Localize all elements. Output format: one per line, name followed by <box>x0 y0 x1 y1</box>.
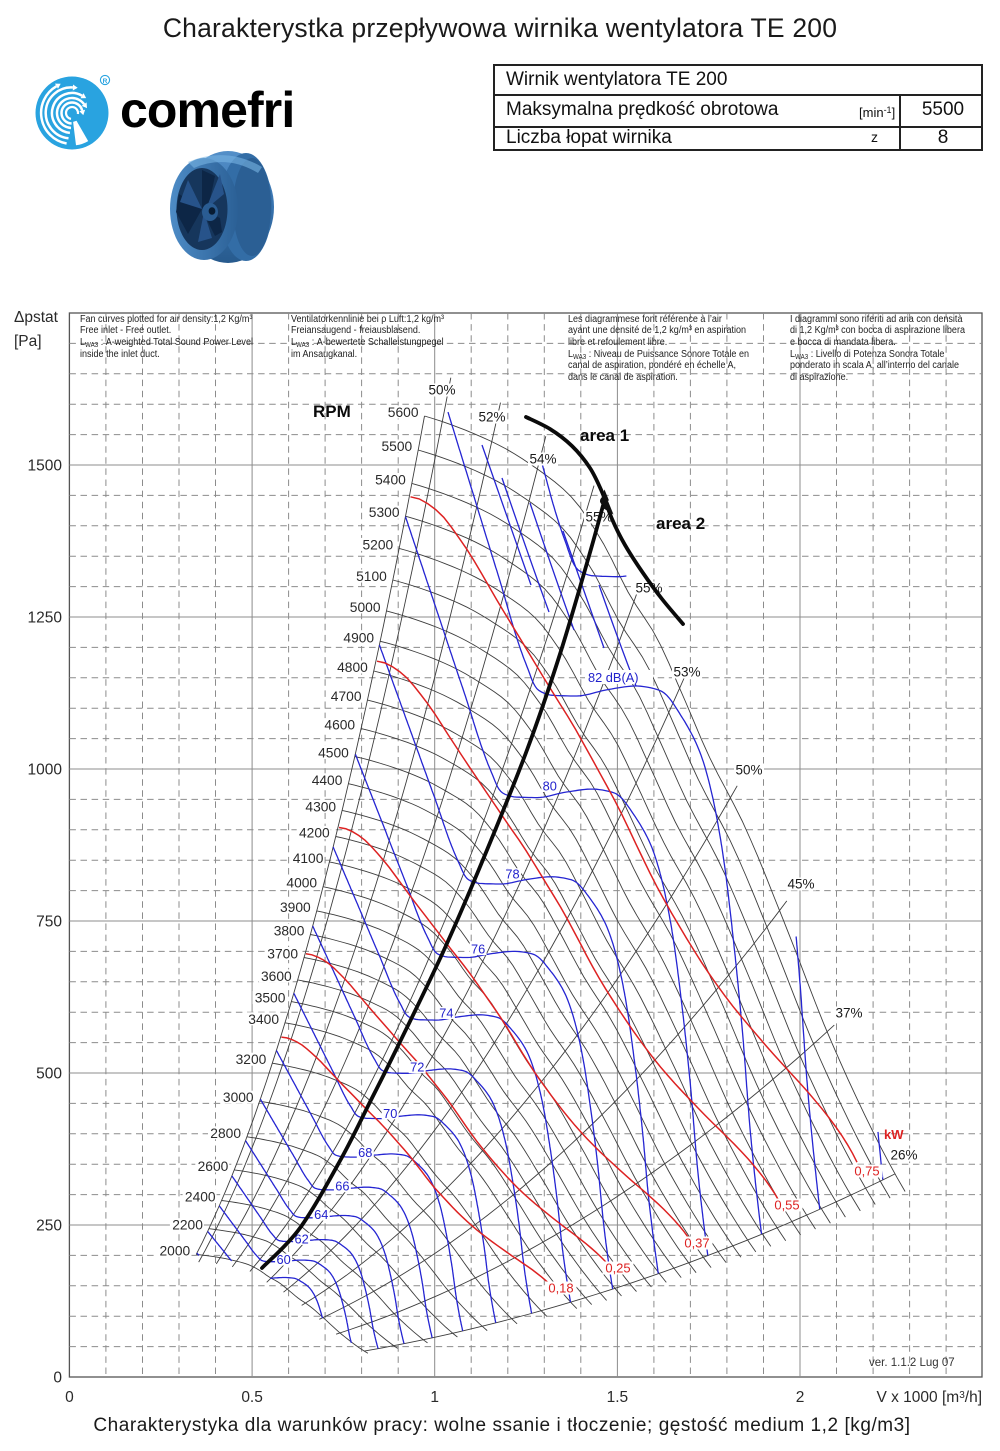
svg-text:ponderato in scala A, all’inte: ponderato in scala A, all’interno del ca… <box>790 359 959 371</box>
svg-text:80: 80 <box>543 779 557 794</box>
svg-text:e bocca di mandata libera.: e bocca di mandata libera. <box>790 336 896 348</box>
svg-text:RPM: RPM <box>313 402 351 421</box>
svg-text:5100: 5100 <box>356 569 387 584</box>
svg-text:di aspirazione.: di aspirazione. <box>790 371 848 383</box>
svg-text:74: 74 <box>439 1006 453 1021</box>
svg-text:Free inlet - Free outlet.: Free inlet - Free outlet. <box>80 324 171 336</box>
svg-text:3700: 3700 <box>267 947 298 962</box>
svg-text:250: 250 <box>36 1218 62 1235</box>
svg-text:Fan curves plotted for air den: Fan curves plotted for air density:1,2 K… <box>80 313 253 325</box>
svg-text:37%: 37% <box>835 1006 862 1021</box>
svg-text:4500: 4500 <box>318 746 349 761</box>
svg-text:LWA3 : A-bewertete Schalleistu: LWA3 : A-bewertete Schalleistungpegel <box>291 336 444 349</box>
svg-text:60: 60 <box>276 1252 290 1267</box>
svg-text:50%: 50% <box>735 763 762 778</box>
svg-text:53%: 53% <box>673 665 700 680</box>
svg-text:78: 78 <box>505 867 519 882</box>
svg-text:3900: 3900 <box>280 900 311 915</box>
svg-text:70: 70 <box>383 1106 397 1121</box>
svg-text:Δpstat: Δpstat <box>14 309 59 326</box>
svg-text:libre et refoulement libre.: libre et refoulement libre. <box>568 336 667 348</box>
svg-text:3400: 3400 <box>248 1012 279 1027</box>
svg-text:76: 76 <box>471 942 485 957</box>
svg-text:ver. 1.1.2 Lug 07: ver. 1.1.2 Lug 07 <box>869 1357 955 1369</box>
svg-text:2: 2 <box>796 1389 805 1406</box>
svg-text:inside the inlet duct.: inside the inlet duct. <box>80 348 160 360</box>
svg-text:3500: 3500 <box>255 991 286 1006</box>
svg-text:0: 0 <box>65 1389 74 1406</box>
svg-text:di 1,2 Kg/m³ con bocca di aspi: di 1,2 Kg/m³ con bocca di aspirazione li… <box>790 324 965 336</box>
svg-text:2800: 2800 <box>210 1126 241 1141</box>
svg-text:0,25: 0,25 <box>605 1261 630 1276</box>
svg-text:im Ansaugkanal.: im Ansaugkanal. <box>291 348 357 360</box>
svg-text:0.5: 0.5 <box>241 1389 263 1406</box>
svg-text:2400: 2400 <box>185 1190 216 1205</box>
svg-text:1000: 1000 <box>28 762 63 779</box>
svg-text:3600: 3600 <box>261 969 292 984</box>
svg-text:52%: 52% <box>478 410 505 425</box>
svg-text:3800: 3800 <box>274 924 305 939</box>
svg-text:4900: 4900 <box>343 630 374 645</box>
svg-text:50%: 50% <box>428 383 455 398</box>
svg-text:4300: 4300 <box>305 799 336 814</box>
svg-text:1.5: 1.5 <box>607 1389 629 1406</box>
svg-text:1: 1 <box>430 1389 439 1406</box>
svg-text:Les diagrammese font référence: Les diagrammese font référence à l’air <box>568 313 723 325</box>
svg-text:LWA3 : Livello di Potenza Sono: LWA3 : Livello di Potenza Sonora Totale <box>790 348 944 361</box>
svg-text:45%: 45% <box>787 877 814 892</box>
svg-text:68: 68 <box>358 1145 372 1160</box>
svg-text:LWA3 : Niveau de Puissance Son: LWA3 : Niveau de Puissance Sonore Totale… <box>568 348 749 361</box>
svg-text:750: 750 <box>36 914 62 931</box>
svg-text:0,55: 0,55 <box>774 1198 799 1213</box>
svg-text:4400: 4400 <box>312 773 343 788</box>
svg-text:72: 72 <box>410 1060 424 1075</box>
svg-text:R: R <box>103 78 108 85</box>
svg-text:54%: 54% <box>529 452 556 467</box>
svg-text:64: 64 <box>314 1207 328 1222</box>
svg-text:V x 1000 [m3/h]: V x 1000 [m3/h] <box>876 1389 982 1406</box>
svg-text:4000: 4000 <box>286 876 317 891</box>
svg-text:4200: 4200 <box>299 826 330 841</box>
svg-text:5500: 5500 <box>381 439 412 454</box>
svg-text:5200: 5200 <box>362 537 393 552</box>
svg-text:1250: 1250 <box>28 610 63 627</box>
svg-text:3000: 3000 <box>223 1090 254 1105</box>
svg-text:5000: 5000 <box>350 600 381 615</box>
svg-text:0,75: 0,75 <box>854 1164 879 1179</box>
svg-text:2600: 2600 <box>198 1159 229 1174</box>
svg-text:1500: 1500 <box>28 458 63 475</box>
svg-text:LWA3 : A-weighted Total Sound: LWA3 : A-weighted Total Sound Power Leve… <box>80 336 253 349</box>
svg-text:area 2: area 2 <box>656 514 705 533</box>
svg-text:5300: 5300 <box>369 505 400 520</box>
svg-text:0,37: 0,37 <box>684 1236 709 1251</box>
svg-text:dans le canal de aspiration.: dans le canal de aspiration. <box>568 371 678 383</box>
svg-text:4800: 4800 <box>337 660 368 675</box>
svg-text:[Pa]: [Pa] <box>14 333 42 350</box>
svg-text:5400: 5400 <box>375 473 406 488</box>
svg-text:66: 66 <box>335 1179 349 1194</box>
svg-text:Ventilatorkennlinie bei ρ Luft: Ventilatorkennlinie bei ρ Luft:1,2 kg/m³ <box>291 313 445 325</box>
svg-text:Freiansaugend - freiausblasend: Freiansaugend - freiausblasend. <box>291 324 420 336</box>
svg-text:0: 0 <box>53 1370 62 1387</box>
svg-text:500: 500 <box>36 1066 62 1083</box>
svg-text:ayant une densité de 1,2 kg/m³: ayant une densité de 1,2 kg/m³ en aspira… <box>568 324 746 336</box>
svg-text:0,18: 0,18 <box>548 1281 573 1296</box>
svg-text:I diagrammi sono riferiti ad a: I diagrammi sono riferiti ad aria con de… <box>790 313 963 325</box>
svg-text:62: 62 <box>294 1231 308 1246</box>
svg-text:4700: 4700 <box>331 689 362 704</box>
svg-text:26%: 26% <box>890 1148 917 1163</box>
svg-text:area 1: area 1 <box>580 426 629 445</box>
svg-text:82 dB(A): 82 dB(A) <box>588 670 639 685</box>
svg-text:5600: 5600 <box>388 405 419 420</box>
svg-text:4600: 4600 <box>324 718 355 733</box>
svg-text:canal de aspiration, pondéré e: canal de aspiration, pondéré en échelle … <box>568 359 736 371</box>
svg-text:2200: 2200 <box>172 1218 203 1233</box>
svg-text:3200: 3200 <box>236 1052 267 1067</box>
svg-text:2000: 2000 <box>159 1243 190 1258</box>
svg-text:comefri: comefri <box>120 82 294 138</box>
svg-text:4100: 4100 <box>293 851 324 866</box>
svg-text:kW: kW <box>884 1127 904 1142</box>
